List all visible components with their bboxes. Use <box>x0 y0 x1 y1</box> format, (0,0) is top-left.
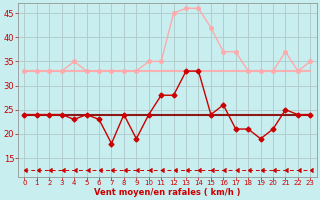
X-axis label: Vent moyen/en rafales ( km/h ): Vent moyen/en rafales ( km/h ) <box>94 188 241 197</box>
